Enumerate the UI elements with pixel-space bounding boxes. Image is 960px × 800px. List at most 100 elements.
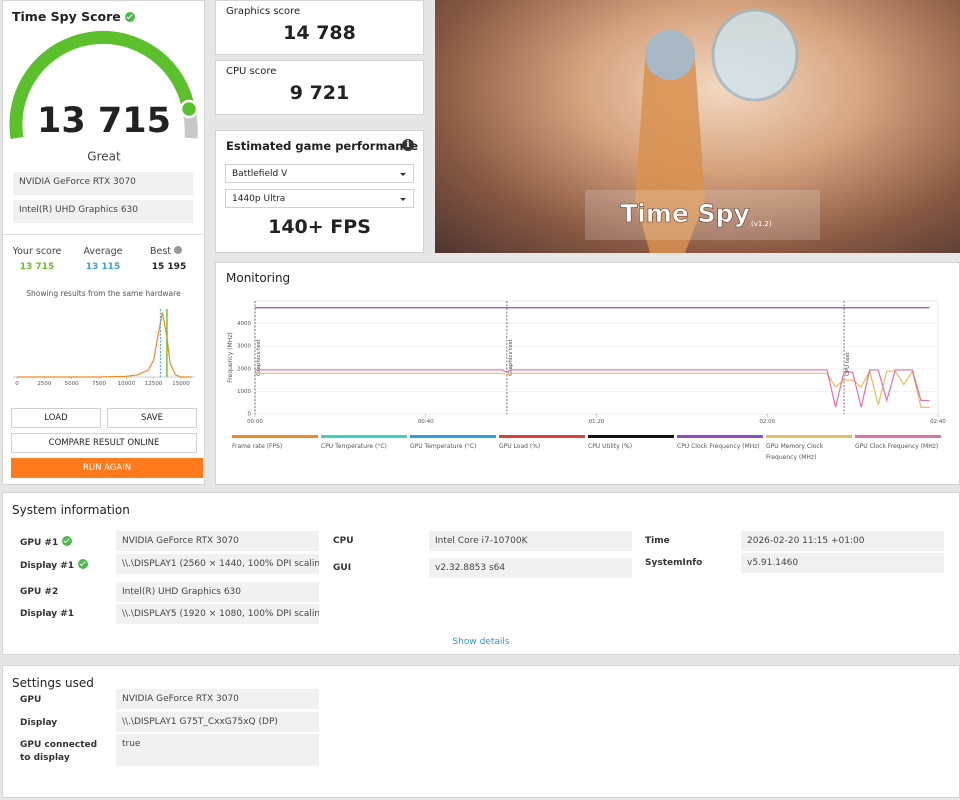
- setting-value: NVIDIA GeForce RTX 3070: [116, 689, 319, 709]
- preset-select[interactable]: 1440p Ultra: [225, 189, 414, 208]
- info-icon[interactable]: [174, 246, 183, 254]
- check-icon: [62, 536, 73, 546]
- y-tick-label: 0: [248, 412, 252, 418]
- check-icon: [78, 559, 89, 569]
- legend-swatch: [410, 435, 496, 438]
- legend-label: Frame rate (FPS): [232, 443, 283, 450]
- setting-label: Display: [20, 718, 58, 728]
- monitoring-chart: 0 1000 2000 3000 4000 00:00 00:40 01:20 02:00 02:…: [227, 300, 946, 425]
- stat-value: 13 115: [85, 262, 121, 272]
- legend-swatch: [766, 435, 852, 438]
- info-label: Display #1: [20, 559, 89, 571]
- x-tick-label: 00:40: [418, 419, 434, 425]
- setting-value: true: [116, 734, 319, 766]
- info-label-text: Display #1: [20, 561, 75, 571]
- stat-label: Your score: [12, 246, 62, 257]
- info-label: Time: [645, 536, 670, 546]
- series-line: [255, 369, 930, 408]
- legend-swatch: [321, 435, 407, 438]
- setting-label: GPU connected to display: [20, 740, 98, 763]
- score-value: 13 715: [37, 101, 171, 141]
- stat-value: 13 715: [19, 262, 55, 272]
- banner-title: Time Spy: [620, 199, 750, 228]
- legend-label: GPU Temperature (°C): [410, 443, 477, 450]
- x-tick-label: 2500: [37, 381, 51, 387]
- setting-value: \\.\DISPLAY1 G75T_CxxG75xQ (DP): [116, 712, 319, 732]
- cpu-score-label: CPU score: [226, 66, 277, 77]
- stat-label: Best: [136, 246, 196, 257]
- series-line: [255, 369, 930, 408]
- game-performance-panel: Estimated game performance i Battlefield…: [215, 130, 424, 253]
- info-label-text: GPU #1: [20, 538, 59, 548]
- x-tick-label: 12500: [145, 381, 163, 387]
- info-label: SystemInfo: [645, 558, 702, 568]
- legend-label: CPU Utility (%): [588, 443, 633, 450]
- info-value: NVIDIA GeForce RTX 3070: [116, 531, 319, 551]
- info-value: v2.32.8853 s64: [429, 558, 632, 578]
- helmet: [645, 30, 695, 80]
- x-tick-label: 0: [15, 381, 19, 387]
- score-title: Time Spy Score: [12, 9, 135, 24]
- info-label-text: GUI: [333, 563, 352, 573]
- monitoring-title: Monitoring: [226, 271, 291, 285]
- compare-button[interactable]: COMPARE RESULT ONLINE: [11, 433, 197, 453]
- graphics-score-panel: Graphics score 14 788: [215, 0, 424, 55]
- gauge: 13 715 Great: [9, 30, 199, 164]
- run-again-button[interactable]: RUN AGAIN: [11, 458, 203, 478]
- stat-label: Average: [83, 246, 123, 257]
- game-performance-title: Estimated game performance: [226, 139, 419, 153]
- legend-label: GPU Load (%): [499, 443, 541, 450]
- stat-value: 15 195: [151, 262, 187, 272]
- setting-label: GPU: [20, 695, 42, 705]
- legend-label: CPU Temperature (°C): [321, 443, 387, 450]
- legend-swatch: [499, 435, 585, 438]
- gauge-fill: [9, 30, 196, 139]
- legend-swatch: [855, 435, 941, 438]
- save-button[interactable]: SAVE: [107, 408, 197, 428]
- test-marker-label: Graphics test: [508, 339, 514, 376]
- load-button[interactable]: LOAD: [11, 408, 101, 428]
- info-label-text: Time: [645, 536, 670, 546]
- banner-art: Time Spy (v1.2): [585, 8, 820, 253]
- x-tick-label: 7500: [92, 381, 106, 387]
- x-tick-label: 5000: [65, 381, 79, 387]
- system-information-title: System information: [12, 503, 130, 517]
- legend-swatch: [232, 435, 318, 438]
- distribution-chart: 0 2500 5000 7500 10000 12500 15000: [13, 309, 195, 387]
- orb: [711, 8, 799, 102]
- game-select[interactable]: Battlefield V: [225, 164, 414, 183]
- score-title-text: Time Spy Score: [12, 9, 121, 24]
- distribution-note: Showing results from the same hardware: [26, 289, 181, 298]
- hardware-item: Intel(R) UHD Graphics 630: [13, 200, 193, 223]
- legend-swatch: [588, 435, 674, 438]
- info-label: Display #1: [20, 609, 74, 619]
- cpu-score-value: 9 721: [289, 82, 350, 104]
- test-marker-label: Graphics test: [256, 339, 262, 376]
- distribution-line: [17, 312, 192, 378]
- graphics-score-label: Graphics score: [226, 6, 301, 17]
- figure: [635, 45, 705, 253]
- gauge-knob: [179, 99, 199, 119]
- y-tick-label: 3000: [237, 344, 251, 350]
- info-label: CPU: [333, 536, 354, 546]
- y-tick-label: 2000: [237, 366, 251, 372]
- x-tick-label: 02:00: [759, 419, 775, 425]
- info-label: GPU #2: [20, 587, 58, 597]
- x-tick-label: 15000: [172, 381, 190, 387]
- plot-area: [254, 300, 939, 415]
- settings-used-title: Settings used: [12, 676, 94, 690]
- show-details-link[interactable]: Show details: [452, 637, 510, 647]
- y-tick-label: 1000: [237, 389, 251, 395]
- info-icon[interactable]: i: [402, 139, 414, 151]
- check-icon: [124, 12, 135, 22]
- banner: Time Spy (v1.2): [435, 0, 960, 253]
- graphics-score-value: 14 788: [283, 22, 356, 44]
- info-value: 2026-02-20 11:15 +01:00: [741, 531, 944, 551]
- info-value: Intel(R) UHD Graphics 630: [116, 582, 319, 602]
- x-tick-label: 01:20: [589, 419, 605, 425]
- legend-label: GPU Clock Frequency (MHz): [855, 443, 939, 450]
- hardware-item: NVIDIA GeForce RTX 3070: [13, 172, 193, 195]
- score-rating: Great: [87, 150, 121, 164]
